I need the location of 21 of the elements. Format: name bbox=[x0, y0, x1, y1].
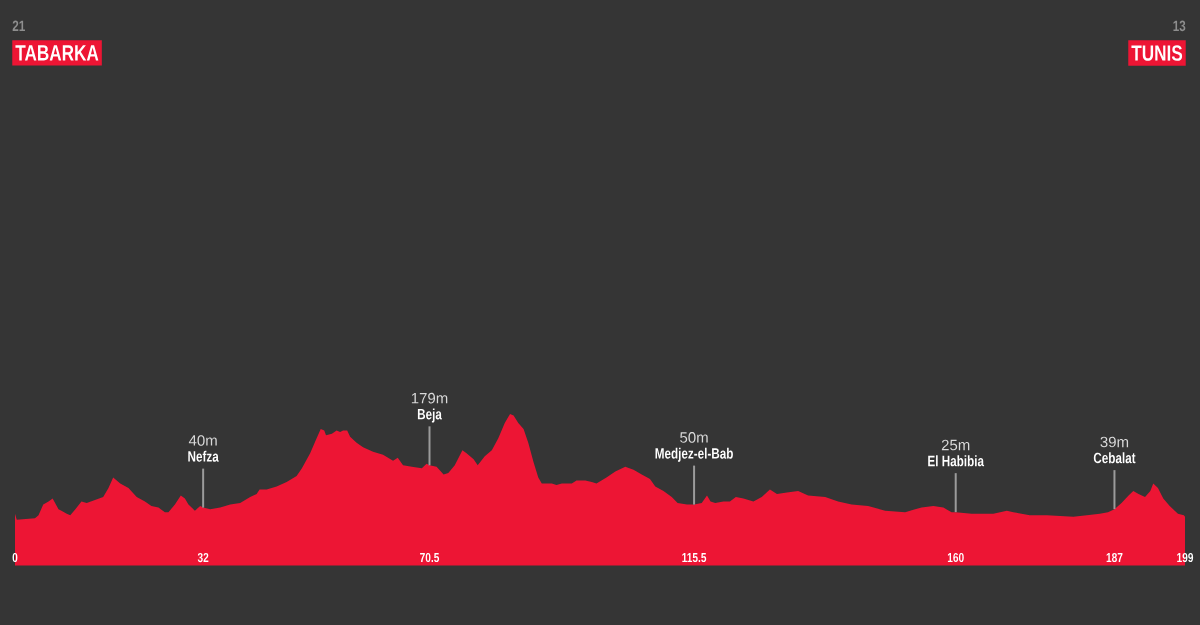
text: 179m bbox=[411, 392, 448, 404]
annotation: El Habibia bbox=[928, 455, 985, 467]
text: 13 bbox=[1173, 20, 1186, 32]
x-tick-label: 70.5 bbox=[420, 552, 440, 563]
text: 21 bbox=[12, 20, 25, 31]
annotation: 25m bbox=[941, 439, 970, 451]
annotation: Nefza bbox=[188, 450, 219, 462]
x-tick-label: 0 bbox=[12, 552, 18, 563]
annotation: Cebalat bbox=[1093, 452, 1136, 464]
annotation: 50m bbox=[680, 432, 708, 443]
x-tick-label: 199 bbox=[1177, 552, 1194, 563]
annotation: Beja bbox=[417, 408, 442, 423]
x-tick-label: 115.5 bbox=[682, 553, 707, 563]
annotation: 39m bbox=[1100, 436, 1129, 448]
x-tick-label: 32 bbox=[197, 552, 209, 563]
text: TABARKA bbox=[15, 45, 99, 61]
text: TUNIS bbox=[1131, 45, 1183, 61]
annotation: Medjez-el-Bab bbox=[655, 447, 733, 462]
x-tick-label: 160 bbox=[947, 552, 964, 563]
x-tick-label: 187 bbox=[1106, 552, 1123, 563]
annotation: 40m bbox=[188, 435, 217, 446]
